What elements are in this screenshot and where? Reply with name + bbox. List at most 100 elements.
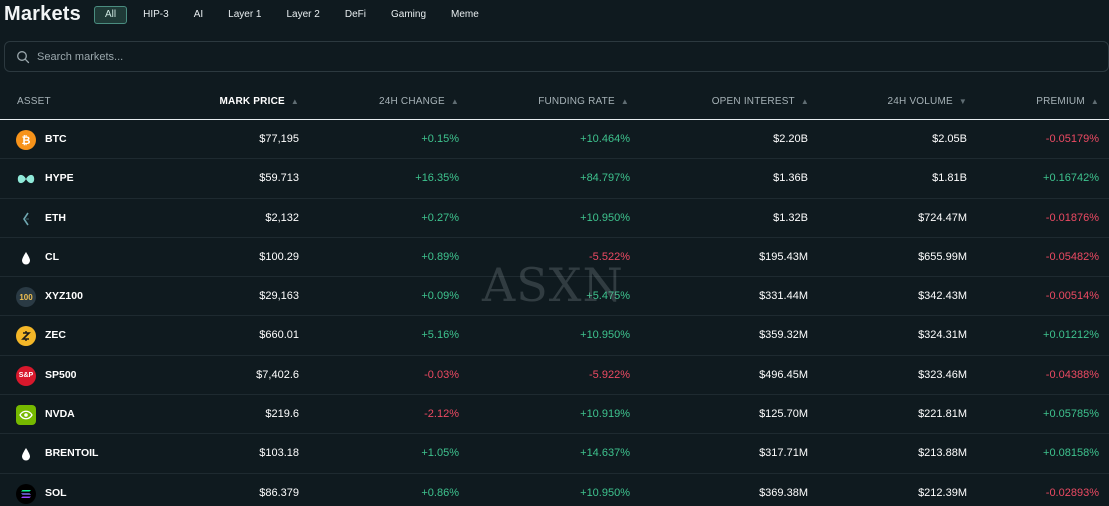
mark-price: $59.713 xyxy=(259,172,299,185)
change-24h: +0.86% xyxy=(421,486,459,499)
premium: -0.05179% xyxy=(1045,133,1099,145)
column-header-asset[interactable]: ASSET xyxy=(17,96,51,107)
mark-price: $86.379 xyxy=(259,486,299,499)
column-header-24h-volume[interactable]: 24H VOLUME ▼ xyxy=(888,96,967,107)
xyz100-icon: 100 xyxy=(16,287,36,308)
open-interest: $125.70M xyxy=(759,408,808,421)
volume-24h: $342.43M xyxy=(918,290,967,303)
table-row[interactable]: BRENTOIL $103.18 +1.05% +14.637% $317.71… xyxy=(0,434,1109,474)
open-interest: $496.45M xyxy=(759,368,808,381)
tab-meme[interactable]: Meme xyxy=(451,9,479,20)
open-interest: $1.32B xyxy=(773,211,808,224)
category-tabs: All HIP-3 AI Layer 1 Layer 2 DeFi Gaming… xyxy=(94,6,495,24)
premium: +0.16742% xyxy=(1043,172,1099,185)
premium: -0.02893% xyxy=(1045,486,1099,499)
search-icon xyxy=(17,51,30,64)
column-header-premium[interactable]: PREMIUM ▲ xyxy=(1036,96,1099,107)
mark-price: $103.18 xyxy=(259,447,299,460)
volume-24h: $655.99M xyxy=(918,250,967,263)
change-24h: +0.15% xyxy=(421,133,459,145)
page-title: Markets xyxy=(4,3,81,25)
volume-24h: $724.47M xyxy=(918,211,967,224)
sol-icon xyxy=(16,483,36,504)
svg-text:₿: ₿ xyxy=(22,135,31,146)
table-row[interactable]: ZEC $660.01 +5.16% +10.950% $359.32M $32… xyxy=(0,316,1109,356)
premium: +0.05785% xyxy=(1043,408,1099,421)
asset-name: ETH xyxy=(45,211,66,224)
open-interest: $317.71M xyxy=(759,447,808,460)
mark-price: $2,132 xyxy=(265,211,299,224)
column-header-mark-price[interactable]: MARK PRICE ▲ xyxy=(220,96,299,107)
asset-name: NVDA xyxy=(45,408,75,421)
volume-24h: $221.81M xyxy=(918,408,967,421)
column-header-label: 24H CHANGE xyxy=(378,96,445,107)
premium: +0.08158% xyxy=(1043,447,1099,460)
oil-drop-icon xyxy=(16,444,36,464)
mark-price: $7,402.6 xyxy=(256,368,299,381)
tab-ai[interactable]: AI xyxy=(193,9,204,20)
hype-icon xyxy=(16,169,36,189)
funding-rate: +10.464% xyxy=(580,133,630,145)
volume-24h: $323.46M xyxy=(918,368,967,381)
table-row[interactable]: ETH $2,132 +0.27% +10.950% $1.32B $724.4… xyxy=(0,199,1109,238)
change-24h: +0.27% xyxy=(421,211,459,224)
column-header-open-interest[interactable]: OPEN INTEREST ▲ xyxy=(712,96,809,107)
table-row[interactable]: SOL $86.379 +0.86% +10.950% $369.38M $21… xyxy=(0,474,1109,506)
asset-name: SOL xyxy=(45,486,67,499)
table-row[interactable]: ₿ BTC $77,195 +0.15% +10.464% $2.20B $2.… xyxy=(0,120,1109,160)
table-row[interactable]: NVDA $219.6 -2.12% +10.919% $125.70M $22… xyxy=(0,395,1109,435)
volume-24h: $324.31M xyxy=(918,329,967,342)
funding-rate: +10.919% xyxy=(580,408,630,421)
premium: -0.00514% xyxy=(1045,290,1099,303)
open-interest: $1.36B xyxy=(773,172,808,185)
column-header-label: 24H VOLUME xyxy=(887,96,953,107)
mark-price: $77,195 xyxy=(259,133,299,145)
header: Markets All HIP-3 AI Layer 1 Layer 2 DeF… xyxy=(0,0,1109,32)
premium: -0.04388% xyxy=(1045,368,1099,381)
funding-rate: +10.950% xyxy=(580,486,630,499)
asset-name: ZEC xyxy=(45,329,66,342)
premium: -0.05482% xyxy=(1045,250,1099,263)
asset-name: BRENTOIL xyxy=(45,447,99,460)
tab-gaming[interactable]: Gaming xyxy=(390,9,426,20)
asset-name: SP500 xyxy=(45,368,77,381)
premium: -0.01876% xyxy=(1045,211,1099,224)
tab-hip-3[interactable]: HIP-3 xyxy=(143,9,169,20)
funding-rate: -5.522% xyxy=(589,250,630,263)
table-row[interactable]: S&P SP500 $7,402.6 -0.03% -5.922% $496.4… xyxy=(0,356,1109,396)
volume-24h: $212.39M xyxy=(918,486,967,499)
column-header-funding-rate[interactable]: FUNDING RATE ▲ xyxy=(538,96,629,107)
sort-up-icon: ▲ xyxy=(800,97,809,106)
change-24h: +1.05% xyxy=(421,447,459,460)
search-bar xyxy=(4,41,1109,72)
funding-rate: -5.922% xyxy=(589,368,630,381)
column-header-24h-change[interactable]: 24H CHANGE ▲ xyxy=(379,96,459,107)
change-24h: +5.16% xyxy=(421,329,459,342)
column-header-label: OPEN INTEREST xyxy=(711,96,795,107)
search-input[interactable] xyxy=(37,47,1037,67)
mark-price: $29,163 xyxy=(259,290,299,303)
open-interest: $369.38M xyxy=(759,486,808,499)
table-row[interactable]: CL $100.29 +0.89% -5.522% $195.43M $655.… xyxy=(0,238,1109,278)
tab-layer-1[interactable]: Layer 1 xyxy=(228,9,262,20)
funding-rate: +5.475% xyxy=(586,290,630,303)
column-header-label: PREMIUM xyxy=(1036,96,1085,107)
tab-layer-2[interactable]: Layer 2 xyxy=(286,9,320,20)
column-header-label: MARK PRICE xyxy=(219,96,285,107)
table-header: ASSET MARK PRICE ▲ 24H CHANGE ▲ FUNDING RA… xyxy=(0,84,1109,120)
tab-all[interactable]: All xyxy=(94,6,128,24)
table-row[interactable]: HYPE $59.713 +16.35% +84.797% $1.36B $1.… xyxy=(0,159,1109,199)
asset-name: HYPE xyxy=(45,172,74,185)
volume-24h: $1.81B xyxy=(932,172,967,185)
table-row[interactable]: 100 XYZ100 $29,163 +0.09% +5.475% $331.4… xyxy=(0,277,1109,317)
oil-drop-icon xyxy=(16,248,36,268)
mark-price: $219.6 xyxy=(265,408,299,421)
open-interest: $331.44M xyxy=(759,290,808,303)
tab-defi[interactable]: DeFi xyxy=(344,9,366,20)
funding-rate: +14.637% xyxy=(580,447,630,460)
asset-name: CL xyxy=(45,250,59,263)
column-header-label: FUNDING RATE xyxy=(538,96,615,107)
sort-down-icon: ▼ xyxy=(958,97,967,106)
change-24h: +0.89% xyxy=(421,250,459,263)
